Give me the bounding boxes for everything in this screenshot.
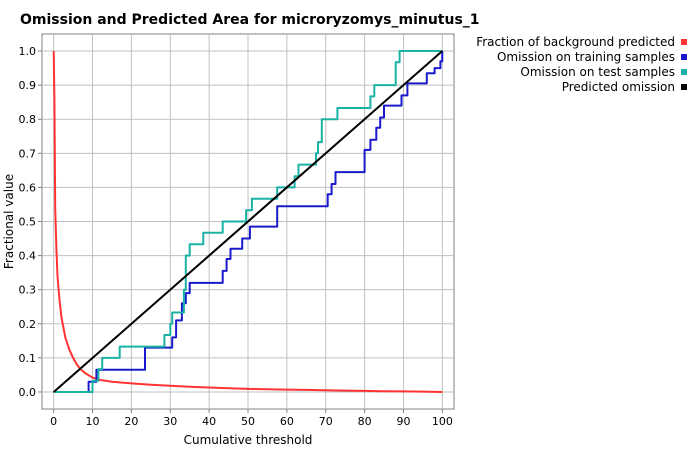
series-line-omission-on-test-samples [53,50,443,393]
x-tick-label: 60 [280,415,294,428]
legend-swatch [681,69,687,75]
y-tick-label: 0.8 [19,113,37,126]
y-tick-label: 0.4 [19,250,37,263]
y-tick-label: 0.0 [19,386,37,399]
series-line-fraction-of-background-predicted [52,50,443,393]
x-axis: 0 10 20 30 40 50 60 70 80 90 100 [50,409,453,428]
y-axis-label: Fractional value [2,174,16,269]
x-tick-label: 70 [319,415,333,428]
x-tick-label: 10 [86,415,100,428]
x-tick-label: 0 [50,415,57,428]
y-tick-label: 0.2 [19,318,37,331]
x-tick-label: 20 [124,415,138,428]
series-line-omission-on-training-samples [53,51,444,393]
legend-label: Omission on training samples [497,50,675,64]
series-line-predicted-omission [53,50,443,393]
y-tick-label: 0.3 [19,284,37,297]
legend-label: Fraction of background predicted [476,35,675,49]
y-tick-label: 0.5 [19,216,37,229]
x-axis-label: Cumulative threshold [184,433,313,447]
y-tick-label: 0.1 [19,352,37,365]
y-axis: 0.0 0.1 0.2 0.3 0.4 0.5 0.6 0.7 0.8 0.9 1.0 [19,45,42,399]
x-tick-label: 80 [358,415,372,428]
y-tick-label: 0.7 [19,147,37,160]
x-tick-label: 50 [241,415,255,428]
legend-label: Predicted omission [562,80,675,94]
chart-title: Omission and Predicted Area for microryz… [20,12,480,28]
x-tick-label: 100 [432,415,453,428]
y-tick-label: 0.9 [19,79,37,92]
grid [42,34,454,409]
y-tick-label: 1.0 [19,45,37,58]
legend-label: Omission on test samples [520,65,675,79]
x-tick-label: 40 [202,415,216,428]
legend: Fraction of background predictedOmission… [476,35,687,94]
y-tick-label: 0.6 [19,181,37,194]
legend-swatch [681,54,687,60]
legend-swatch [681,84,687,90]
x-tick-label: 90 [396,415,410,428]
legend-swatch [681,39,687,45]
series-layer [52,50,444,393]
x-tick-label: 30 [163,415,177,428]
